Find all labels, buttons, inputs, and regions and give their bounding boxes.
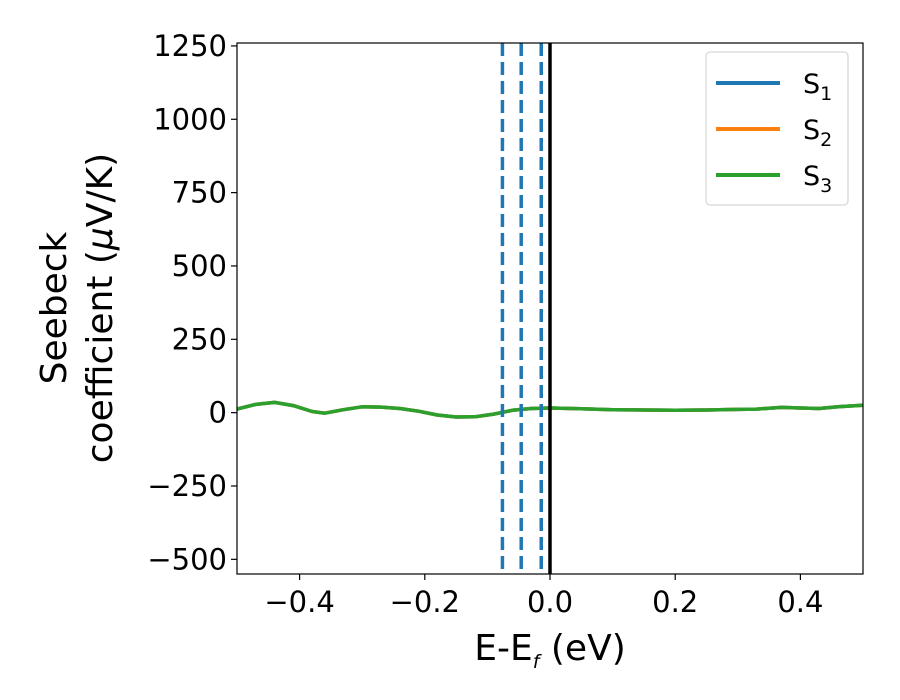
y-axis-label: Seebeck coefficient (μV/K) (34, 153, 121, 463)
x-axis: −0.4 −0.2 0.0 0.2 0.4 (264, 574, 823, 619)
y-axis: −500 −250 0 250 500 750 1000 1250 (147, 29, 237, 576)
legend-label: S3 (803, 161, 832, 197)
x-tick-label: −0.4 (264, 585, 334, 619)
x-tick-label: 0.0 (527, 585, 573, 619)
x-axis-label-sub: f (533, 651, 543, 673)
legend-entry-S3: S3 (716, 161, 832, 197)
y-tick-label: 0 (209, 396, 227, 430)
y-tick-label: 500 (172, 249, 227, 283)
x-tick-label: 0.2 (652, 585, 698, 619)
y-tick-label: −250 (147, 469, 227, 503)
y-axis-label-suffix: V/K) (80, 153, 121, 227)
y-axis-label-line1: Seebeck (34, 231, 75, 384)
legend: S1 S2 S3 (705, 51, 849, 206)
legend-label: S1 (803, 69, 832, 105)
y-axis-label-line2: coefficient (μV/K) (80, 153, 121, 463)
x-axis-label-main: E-E (474, 628, 532, 669)
legend-label: S2 (803, 115, 832, 151)
vertical-lines-layer (500, 43, 552, 574)
y-tick-label: −500 (147, 542, 227, 576)
x-axis-label-unit: (eV) (539, 628, 625, 669)
y-axis-label-prefix: coefficient ( (80, 250, 121, 463)
y-tick-label: 250 (172, 322, 227, 356)
legend-entry-S2: S2 (716, 115, 832, 151)
x-tick-label: 0.4 (777, 585, 823, 619)
legend-entry-S1: S1 (716, 69, 832, 105)
y-axis-label-mu: μ (80, 227, 121, 251)
y-tick-label: 1250 (153, 29, 227, 63)
y-tick-label: 750 (172, 176, 227, 210)
x-tick-label: −0.2 (390, 585, 460, 619)
x-axis-label: E-Ef (eV) (474, 628, 626, 673)
y-tick-label: 1000 (153, 102, 227, 136)
